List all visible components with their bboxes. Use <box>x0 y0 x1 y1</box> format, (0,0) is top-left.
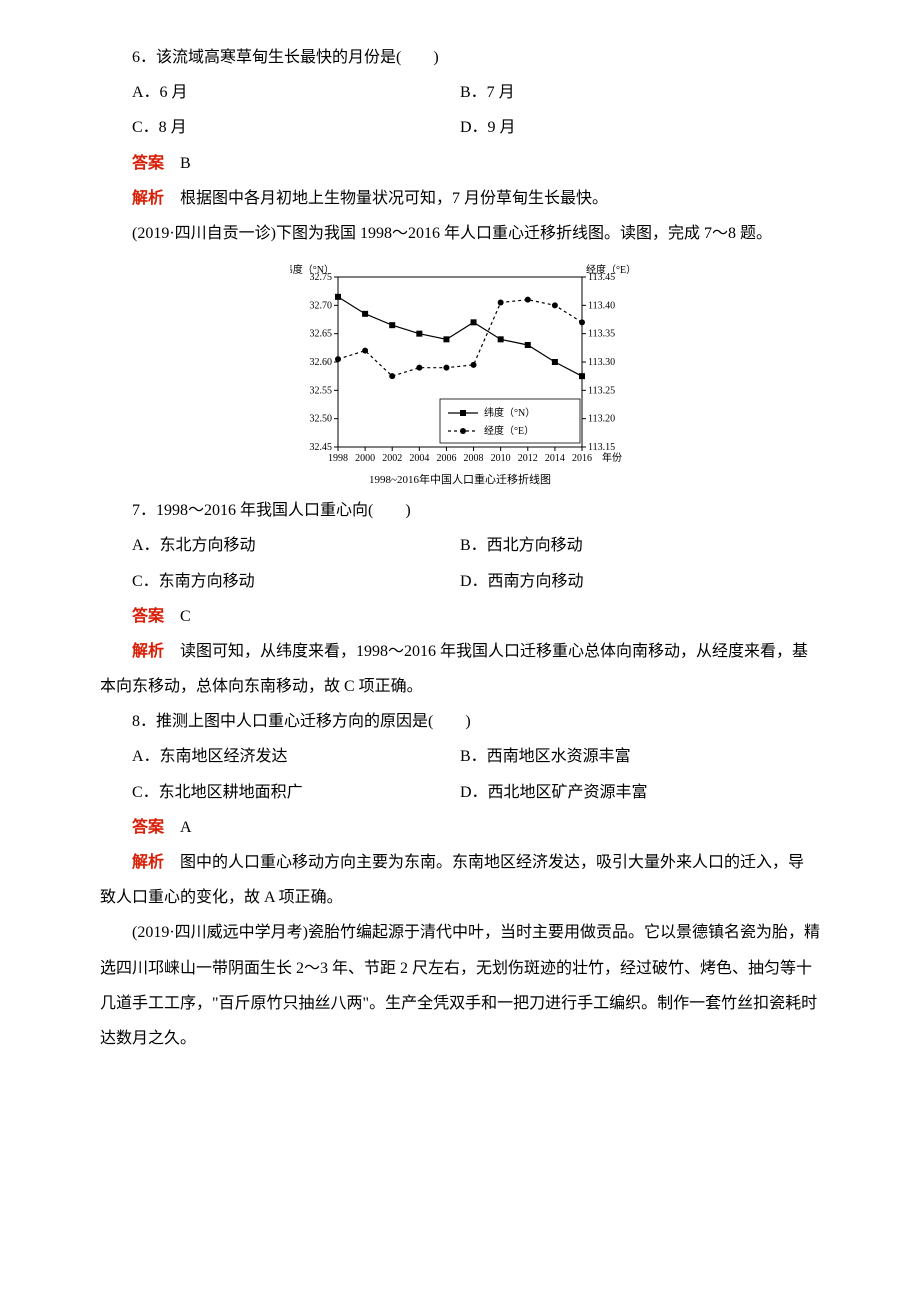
svg-text:纬度（°N）: 纬度（°N） <box>484 406 535 419</box>
q6-explain: 解析 根据图中各月初地上生物量状况可知，7 月份草甸生长最快。 <box>100 181 820 216</box>
q8-optD: D．西北地区矿产资源丰富 <box>460 775 820 810</box>
q6-options-row1: A．6 月 B．7 月 <box>100 75 820 110</box>
q8-options-row1: A．东南地区经济发达 B．西南地区水资源丰富 <box>100 739 820 774</box>
q6-answer: 答案 B <box>100 146 820 181</box>
q8-optC: C．东北地区耕地面积广 <box>100 775 460 810</box>
svg-text:113.35: 113.35 <box>588 329 615 340</box>
svg-text:32.45: 32.45 <box>310 442 333 453</box>
answer-label: 答案 <box>132 608 164 625</box>
svg-text:年份: 年份 <box>602 451 622 464</box>
explain-label: 解析 <box>132 190 164 207</box>
q7-optA: A．东北方向移动 <box>100 528 460 563</box>
answer-value: A <box>164 819 192 836</box>
svg-text:113.40: 113.40 <box>588 300 615 311</box>
explain-text: 读图可知，从纬度来看，1998～2016 年我国人口迁移重心总体向南移动，从经度… <box>100 643 808 695</box>
q7-optB: B．西北方向移动 <box>460 528 820 563</box>
q7-optD: D．西南方向移动 <box>460 564 820 599</box>
explain-text: 根据图中各月初地上生物量状况可知，7 月份草甸生长最快。 <box>164 190 608 207</box>
svg-text:113.15: 113.15 <box>588 442 615 453</box>
q6-optD: D．9 月 <box>460 110 820 145</box>
answer-label: 答案 <box>132 819 164 836</box>
svg-text:经度（°E）: 经度（°E） <box>484 424 534 437</box>
q6-optA: A．6 月 <box>100 75 460 110</box>
explain-label: 解析 <box>132 643 164 660</box>
q8-explain: 解析 图中的人口重心移动方向主要为东南。东南地区经济发达，吸引大量外来人口的迁入… <box>100 845 820 915</box>
svg-text:113.45: 113.45 <box>588 272 615 283</box>
q8-answer: 答案 A <box>100 810 820 845</box>
svg-text:113.20: 113.20 <box>588 414 615 425</box>
svg-text:2006: 2006 <box>436 453 456 464</box>
svg-text:113.25: 113.25 <box>588 385 615 396</box>
answer-label: 答案 <box>132 155 164 172</box>
q8-stem: 8．推测上图中人口重心迁移方向的原因是( ) <box>100 704 820 739</box>
population-centroid-chart: 纬度（°N） 经度（°E） 32.75 32.70 32.65 32.60 32.55 32.… <box>290 259 630 489</box>
svg-text:32.75: 32.75 <box>310 272 333 283</box>
q7-options-row1: A．东北方向移动 B．西北方向移动 <box>100 528 820 563</box>
svg-text:2004: 2004 <box>409 453 429 464</box>
passage2: (2019·四川威远中学月考)瓷胎竹编起源于清代中叶，当时主要用做贡品。它以景德… <box>100 915 820 1056</box>
svg-text:2012: 2012 <box>518 453 538 464</box>
q8-options-row2: C．东北地区耕地面积广 D．西北地区矿产资源丰富 <box>100 775 820 810</box>
svg-text:2008: 2008 <box>464 453 484 464</box>
svg-text:32.50: 32.50 <box>310 414 333 425</box>
q7-explain: 解析 读图可知，从纬度来看，1998～2016 年我国人口迁移重心总体向南移动，… <box>100 634 820 704</box>
svg-text:1998: 1998 <box>328 453 348 464</box>
svg-text:113.30: 113.30 <box>588 357 615 368</box>
svg-text:32.55: 32.55 <box>310 385 333 396</box>
q7-optC: C．东南方向移动 <box>100 564 460 599</box>
passage1: (2019·四川自贡一诊)下图为我国 1998～2016 年人口重心迁移折线图。… <box>100 216 820 251</box>
q6-optB: B．7 月 <box>460 75 820 110</box>
answer-value: C <box>164 608 191 625</box>
q7-options-row2: C．东南方向移动 D．西南方向移动 <box>100 564 820 599</box>
explain-label: 解析 <box>132 854 164 871</box>
q7-answer: 答案 C <box>100 599 820 634</box>
q6-optC: C．8 月 <box>100 110 460 145</box>
svg-text:1998~2016年中国人口重心迁移折线图: 1998~2016年中国人口重心迁移折线图 <box>369 472 551 486</box>
q7-stem: 7．1998～2016 年我国人口重心向( ) <box>100 493 820 528</box>
svg-text:2010: 2010 <box>491 453 511 464</box>
answer-value: B <box>164 155 191 172</box>
q8-optB: B．西南地区水资源丰富 <box>460 739 820 774</box>
q8-optA: A．东南地区经济发达 <box>100 739 460 774</box>
svg-text:32.65: 32.65 <box>310 329 333 340</box>
svg-text:2002: 2002 <box>382 453 402 464</box>
svg-text:2000: 2000 <box>355 453 375 464</box>
q6-options-row2: C．8 月 D．9 月 <box>100 110 820 145</box>
chart-container: 纬度（°N） 经度（°E） 32.75 32.70 32.65 32.60 32.55 32.… <box>100 259 820 489</box>
svg-text:32.70: 32.70 <box>310 300 333 311</box>
svg-text:2014: 2014 <box>545 453 565 464</box>
explain-text: 图中的人口重心移动方向主要为东南。东南地区经济发达，吸引大量外来人口的迁入，导致… <box>100 854 804 906</box>
svg-text:32.60: 32.60 <box>310 357 333 368</box>
svg-text:2016: 2016 <box>572 453 592 464</box>
q6-stem: 6．该流域高寒草甸生长最快的月份是( ) <box>100 40 820 75</box>
